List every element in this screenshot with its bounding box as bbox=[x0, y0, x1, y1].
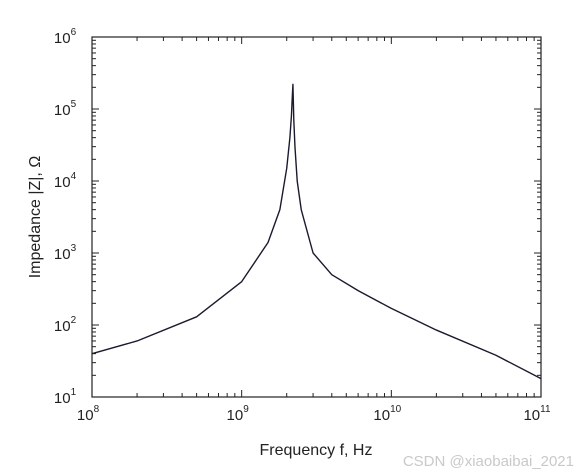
x-tick-label: 108 bbox=[77, 404, 100, 424]
y-tick-label: 106 bbox=[54, 27, 77, 47]
y-tick-label: 104 bbox=[54, 171, 77, 191]
x-tick-label: 109 bbox=[227, 404, 250, 424]
watermark: CSDN @xiaobaibai_2021 bbox=[402, 453, 574, 470]
tick-marks bbox=[91, 36, 542, 398]
y-axis-label: Impedance |Z|, Ω bbox=[27, 156, 44, 279]
x-tick-label: 1011 bbox=[523, 404, 551, 424]
impedance-series-line bbox=[91, 83, 542, 380]
y-tick-label: 105 bbox=[54, 99, 77, 119]
y-tick-label: 101 bbox=[54, 387, 77, 407]
x-tick-labels: 108 109 1010 1011 bbox=[77, 404, 551, 424]
y-tick-label: 102 bbox=[54, 315, 77, 335]
x-axis-label: Frequency f, Hz bbox=[260, 442, 373, 459]
plot-area bbox=[91, 36, 542, 398]
x-tick-label: 1010 bbox=[373, 404, 401, 424]
y-tick-label: 103 bbox=[54, 243, 77, 263]
plot-frame bbox=[91, 36, 542, 398]
y-tick-labels: 101 102 103 104 105 106 bbox=[54, 27, 77, 407]
